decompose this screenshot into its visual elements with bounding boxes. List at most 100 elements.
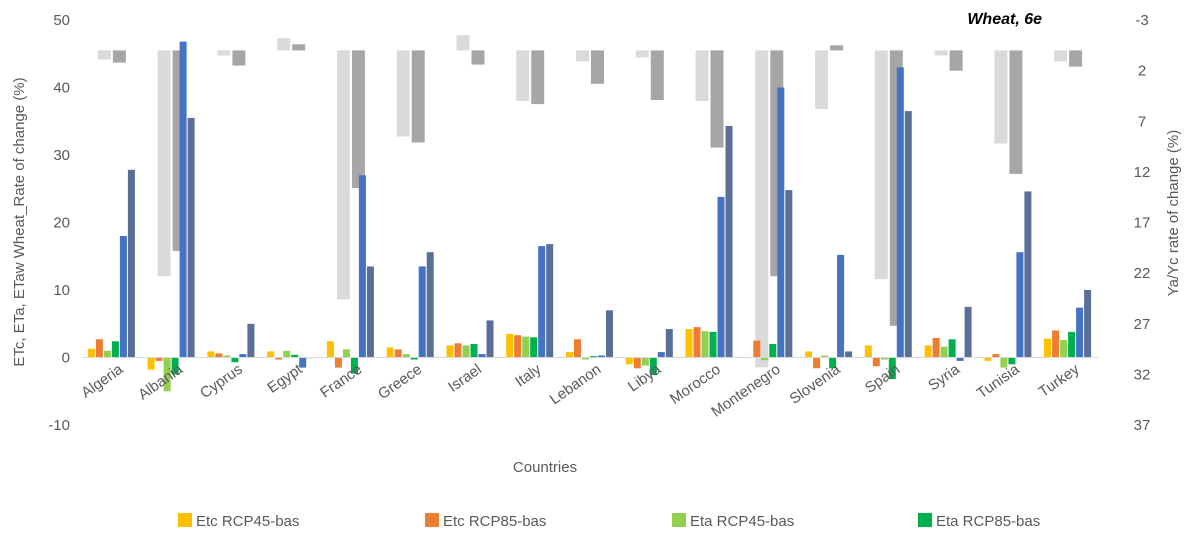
bar-series-5-morocco <box>717 196 725 358</box>
bar-series-5-israel <box>478 354 486 358</box>
y-tick-label: 40 <box>53 80 70 97</box>
bar-series-8-turkey <box>1069 50 1083 67</box>
legend-swatch <box>178 513 192 527</box>
category-label-libya: Libya <box>625 360 665 395</box>
bar-etc-rcp45-bas-israel <box>446 345 454 358</box>
bar-eta-rcp45-bas-lebanon <box>582 357 589 360</box>
bar-series-7-algeria <box>97 50 111 60</box>
bar-series-5-montenegro <box>777 87 785 358</box>
bar-series-7-libya <box>635 50 649 58</box>
bar-series-5-syria <box>956 357 964 361</box>
bar-series-5-italy <box>538 246 546 358</box>
bar-series-7-montenegro <box>755 50 769 368</box>
bar-series-6-libya <box>665 329 673 358</box>
bar-eta-rcp85-bas-slovenia <box>829 357 837 369</box>
category-label-lebanon: Lebanon <box>547 361 605 408</box>
bar-series-5-algeria <box>119 236 127 358</box>
y2-tick-label: 7 <box>1138 113 1146 130</box>
bar-series-6-morocco <box>725 126 733 358</box>
bar-etc-rcp45-bas-greece <box>386 347 394 358</box>
y-tick-label: -10 <box>48 417 70 434</box>
bar-series-6-lebanon <box>606 310 613 358</box>
bar-eta-rcp45-bas-albania <box>163 357 171 392</box>
y2-tick-label: -3 <box>1135 12 1148 29</box>
bar-eta-rcp45-bas-spain <box>880 357 888 360</box>
bar-eta-rcp85-bas-cyprus <box>231 357 239 363</box>
bar-series-6-turkey <box>1084 290 1092 358</box>
bar-series-5-turkey <box>1076 307 1084 358</box>
bar-series-7-france <box>336 50 350 300</box>
bar-series-7-cyprus <box>217 50 231 56</box>
bar-etc-rcp85-bas-egypt <box>275 357 283 360</box>
bar-etc-rcp45-bas-syria <box>924 345 932 358</box>
bar-series-7-italy <box>516 50 530 101</box>
bar-eta-rcp45-bas-italy <box>522 336 530 358</box>
bar-eta-rcp85-bas-israel <box>470 344 478 358</box>
bar-etc-rcp45-bas-algeria <box>87 348 95 358</box>
bar-series-8-italy <box>531 50 545 105</box>
bar-eta-rcp45-bas-turkey <box>1060 339 1068 358</box>
bar-etc-rcp85-bas-israel <box>454 343 462 358</box>
category-label-tunisia: Tunisia <box>974 360 1023 402</box>
y-tick-label: 10 <box>53 282 70 299</box>
y2-tick-label: 32 <box>1134 366 1151 383</box>
bar-eta-rcp45-bas-egypt <box>283 350 291 358</box>
bar-eta-rcp85-bas-algeria <box>111 341 119 358</box>
bar-etc-rcp45-bas-cyprus <box>207 351 215 358</box>
bar-layer <box>87 35 1092 392</box>
bar-etc-rcp45-bas-lebanon <box>566 352 573 358</box>
chart-title: Wheat, 6e <box>967 11 1042 28</box>
bar-etc-rcp45-bas-italy <box>506 333 514 358</box>
bar-series-6-italy <box>546 244 554 358</box>
bar-series-6-greece <box>426 252 434 358</box>
bar-series-8-morocco <box>710 50 724 148</box>
bar-series-8-egypt <box>292 44 306 51</box>
bar-etc-rcp85-bas-montenegro <box>753 340 761 358</box>
bar-series-8-tunisia <box>1009 50 1023 174</box>
y2-tick-label: 37 <box>1134 417 1151 434</box>
bar-series-7-turkey <box>1054 50 1068 62</box>
bar-eta-rcp85-bas-libya <box>649 357 657 376</box>
bar-series-7-egypt <box>277 38 291 51</box>
bar-eta-rcp85-bas-egypt <box>291 354 299 358</box>
bar-etc-rcp45-bas-spain <box>864 345 872 358</box>
legend-swatch <box>425 513 439 527</box>
legend-swatch <box>672 513 686 527</box>
bar-series-7-tunisia <box>994 50 1008 144</box>
bar-series-6-montenegro <box>785 190 793 358</box>
bar-eta-rcp45-bas-tunisia <box>1000 357 1008 368</box>
bar-eta-rcp85-bas-syria <box>948 339 956 358</box>
bar-series-8-slovenia <box>830 45 844 51</box>
category-label-cyprus: Cyprus <box>197 361 246 402</box>
bar-series-5-lebanon <box>598 355 605 358</box>
y2-axis-title: Ya/Yc rate of change (%) <box>1165 130 1182 296</box>
category-labels: Algeria Albania Cyprus Egypt France Greece Isr… <box>78 360 1083 420</box>
bar-series-7-slovenia <box>815 50 829 110</box>
bar-series-6-algeria <box>127 169 135 358</box>
bar-series-8-france <box>351 50 365 189</box>
bar-etc-rcp45-bas-libya <box>625 357 633 365</box>
bar-series-6-tunisia <box>1024 191 1032 358</box>
bar-etc-rcp45-bas-egypt <box>267 351 275 358</box>
legend-label: Etc RCP45-bas <box>196 513 299 530</box>
bar-series-8-greece <box>411 50 425 143</box>
bar-series-5-france <box>358 175 366 358</box>
legend-label: Eta RCP85-bas <box>936 513 1040 530</box>
bar-series-8-syria <box>949 50 963 71</box>
bar-series-6-albania <box>187 117 195 358</box>
bar-etc-rcp85-bas-greece <box>394 349 402 358</box>
y-tick-label: 20 <box>53 215 70 232</box>
bar-etc-rcp85-bas-algeria <box>95 339 103 358</box>
bar-etc-rcp85-bas-italy <box>514 335 522 358</box>
legend: Etc RCP45-bas Etc RCP85-bas Eta RCP45-bas E… <box>178 513 1040 530</box>
y2-tick-label: 17 <box>1134 215 1151 232</box>
bar-etc-rcp85-bas-france <box>334 357 342 368</box>
bar-series-7-israel <box>456 35 470 51</box>
bar-eta-rcp45-bas-morocco <box>701 331 709 358</box>
bar-series-5-slovenia <box>837 254 845 358</box>
category-label-greece: Greece <box>375 361 425 403</box>
bar-series-5-cyprus <box>239 354 247 358</box>
category-label-albania: Albania <box>135 360 186 403</box>
bar-eta-rcp45-bas-israel <box>462 345 470 358</box>
